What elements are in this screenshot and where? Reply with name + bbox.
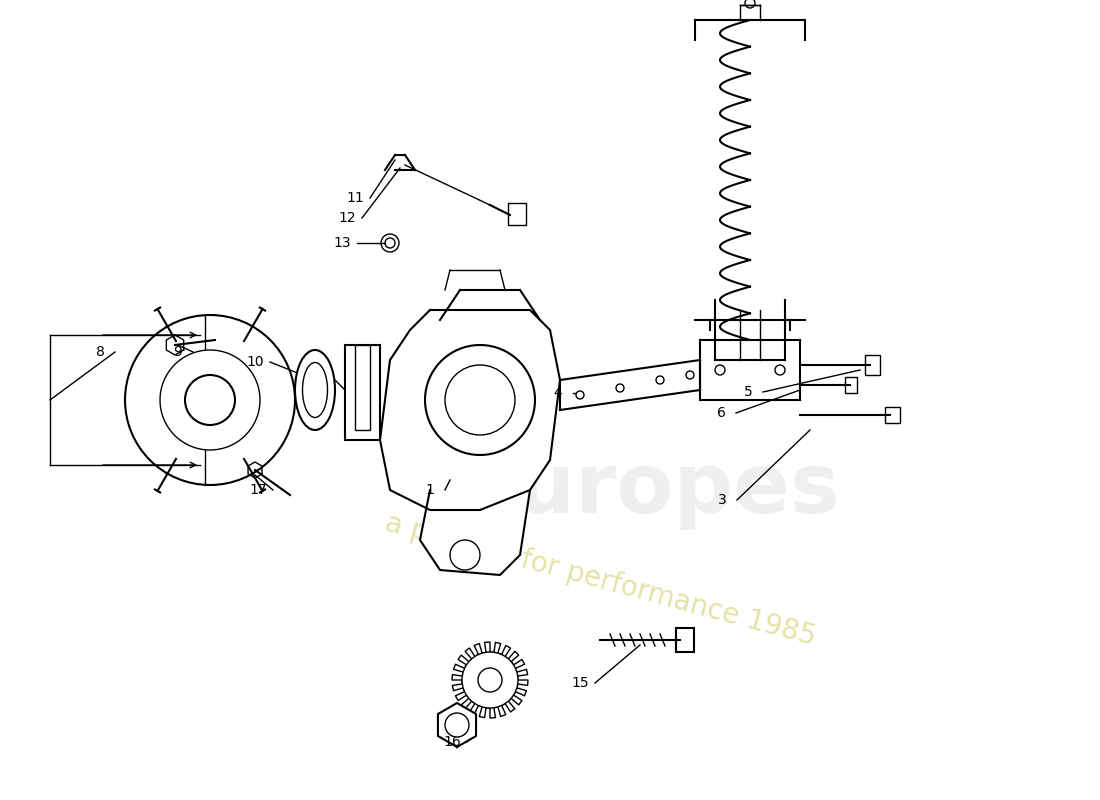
Text: a passion for performance 1985: a passion for performance 1985 (382, 509, 818, 651)
Text: 10: 10 (246, 355, 264, 369)
Circle shape (462, 652, 518, 708)
Text: 4: 4 (553, 386, 562, 400)
Circle shape (450, 540, 480, 570)
Ellipse shape (302, 362, 328, 418)
Text: 14: 14 (481, 673, 498, 687)
Bar (355, 345, 370, 430)
Polygon shape (438, 703, 476, 747)
Circle shape (616, 384, 624, 392)
Bar (508, 203, 526, 225)
Circle shape (478, 668, 502, 692)
Bar (345, 345, 379, 440)
Text: 17: 17 (250, 483, 267, 497)
Text: 13: 13 (333, 236, 351, 250)
Circle shape (185, 375, 235, 425)
Text: 1: 1 (426, 483, 434, 497)
Bar (886, 407, 900, 423)
Text: 12: 12 (338, 211, 355, 225)
Bar (845, 377, 857, 393)
Circle shape (160, 350, 260, 450)
Text: 6: 6 (716, 406, 725, 420)
Text: 16: 16 (443, 735, 461, 749)
Circle shape (656, 376, 664, 384)
Text: 5: 5 (744, 385, 752, 399)
Circle shape (446, 365, 515, 435)
Circle shape (446, 713, 469, 737)
Circle shape (686, 371, 694, 379)
Text: 15: 15 (571, 676, 588, 690)
Bar (676, 628, 694, 652)
Polygon shape (166, 335, 184, 355)
Circle shape (576, 391, 584, 399)
Text: 11: 11 (346, 191, 364, 205)
Bar (865, 355, 880, 375)
Text: 9: 9 (174, 345, 183, 359)
Text: 3: 3 (717, 493, 726, 507)
Text: 2: 2 (300, 358, 309, 372)
Ellipse shape (295, 350, 336, 430)
Text: 8: 8 (96, 345, 104, 359)
Circle shape (125, 315, 295, 485)
Polygon shape (379, 310, 560, 510)
Polygon shape (249, 462, 262, 478)
Polygon shape (420, 490, 530, 575)
Circle shape (425, 345, 535, 455)
Text: europes: europes (460, 450, 840, 530)
